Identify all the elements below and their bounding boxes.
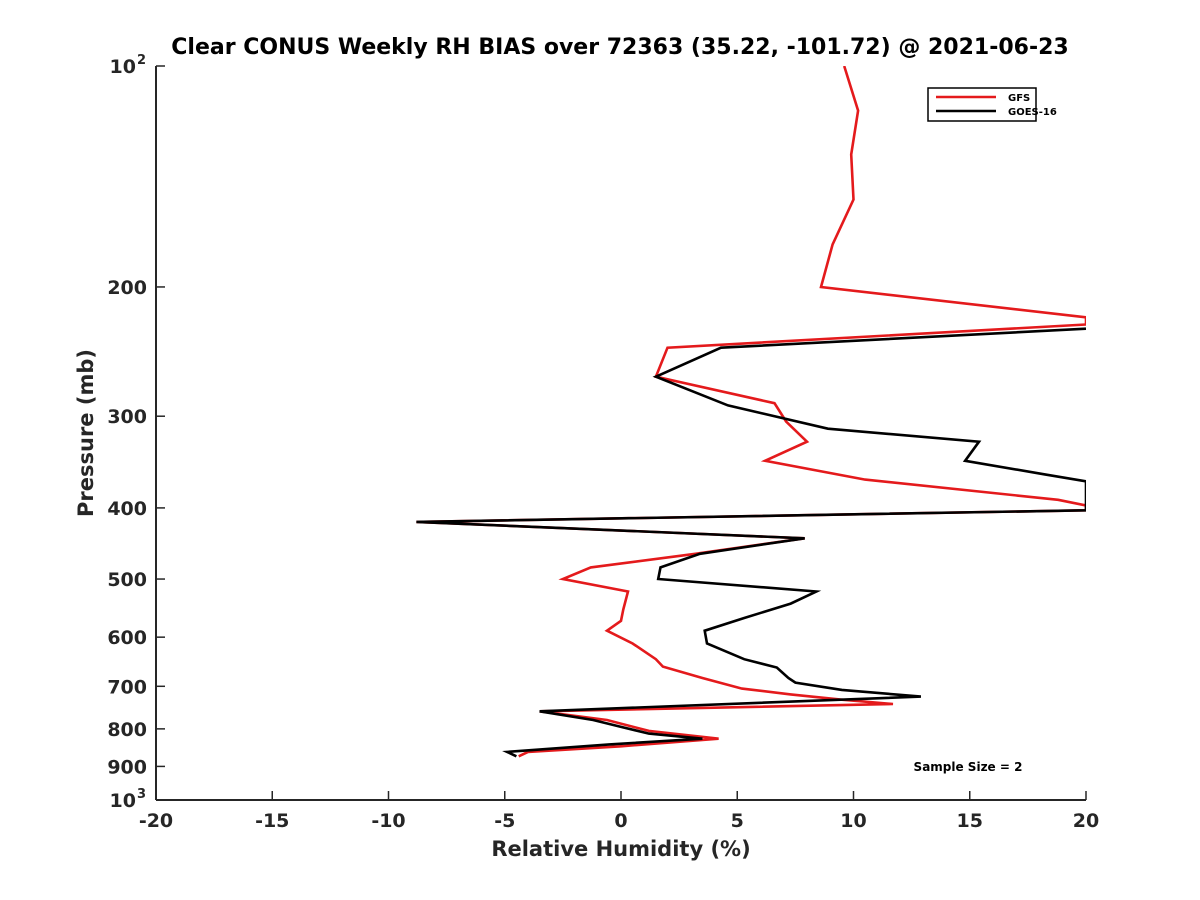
- legend-box: [927, 87, 1037, 122]
- legend-label: GOES-16: [1008, 107, 1057, 118]
- y-axis-label: Pressure (mb): [74, 349, 98, 517]
- y-tick-label: 900: [107, 756, 147, 778]
- y-tick-label: 200: [107, 277, 147, 299]
- y-tick-label: 800: [107, 719, 147, 741]
- x-tick-labels: -20 -15 -10 -5 0 5 10 15 20: [139, 810, 1099, 832]
- y-tick-label: 400: [107, 498, 147, 520]
- x-tick-label: -15: [255, 810, 289, 832]
- x-tick-label: -10: [371, 810, 405, 832]
- y-tick-label: 300: [107, 406, 147, 428]
- y-tick-exponent: 3: [137, 787, 146, 802]
- legend-label: GFS: [1008, 93, 1030, 104]
- x-tick-label: 15: [957, 810, 983, 832]
- x-tick-label: 20: [1073, 810, 1099, 832]
- plot-lines: [416, 66, 1086, 758]
- x-tick-label: -20: [139, 810, 173, 832]
- series-line-goes-16: [416, 327, 1086, 758]
- x-tick-label: 10: [840, 810, 866, 832]
- y-tick-label: 700: [107, 676, 147, 698]
- y-tick-exponent: 2: [137, 53, 146, 68]
- axes: [155, 65, 1087, 801]
- x-tick-label: 0: [614, 810, 627, 832]
- chart-title: Clear CONUS Weekly RH BIAS over 72363 (3…: [171, 35, 1068, 60]
- x-tick-label: 5: [731, 810, 744, 832]
- series-line-gfs: [416, 66, 1086, 758]
- x-axis-label: Relative Humidity (%): [491, 837, 750, 861]
- y-tick-label: 10: [110, 790, 136, 812]
- y-tick-label: 600: [107, 627, 147, 649]
- legend: GFS GOES-16: [927, 87, 1057, 122]
- sample-size-annotation: Sample Size = 2: [914, 760, 1023, 774]
- y-tick-label: 500: [107, 569, 147, 591]
- y-tick-label: 10: [110, 56, 136, 78]
- x-tick-label: -5: [494, 810, 515, 832]
